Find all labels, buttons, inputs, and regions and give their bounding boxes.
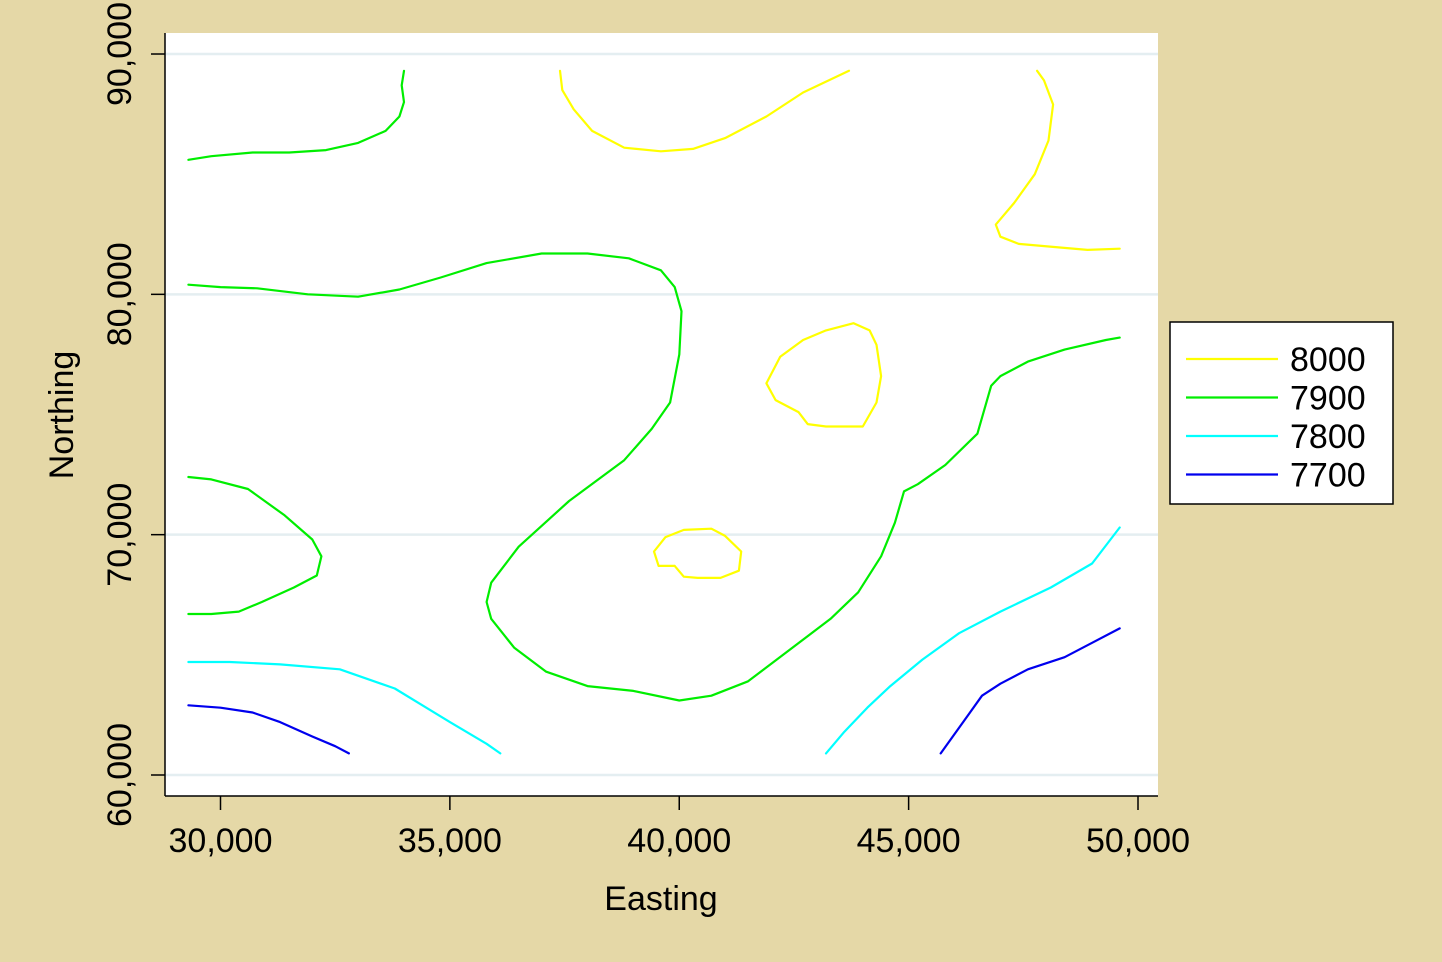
contour-line-7900 bbox=[187, 69, 406, 161]
x-tick-label: 50,000 bbox=[1086, 822, 1190, 860]
y-tick-label: 70,000 bbox=[101, 483, 139, 587]
contour-line-7700 bbox=[187, 704, 350, 755]
contour-line-8000 bbox=[558, 69, 851, 153]
legend-label-8000: 8000 bbox=[1290, 341, 1366, 379]
contour-line-7900 bbox=[187, 475, 323, 616]
x-axis-ticks: 30,000 35,000 40,000 45,000 50,000 bbox=[169, 796, 1190, 860]
contour-line-8000 bbox=[994, 69, 1121, 251]
contour-line-8000 bbox=[765, 322, 883, 428]
legend-label-7700: 7700 bbox=[1290, 457, 1366, 495]
contour-line-7800 bbox=[824, 526, 1121, 755]
contour-line-7700 bbox=[939, 627, 1121, 755]
contour-line-8000 bbox=[652, 527, 743, 580]
x-tick-label: 30,000 bbox=[169, 822, 273, 860]
y-tick-label: 80,000 bbox=[101, 242, 139, 346]
contour-lines bbox=[187, 69, 1121, 755]
legend-label-7800: 7800 bbox=[1290, 418, 1366, 456]
y-tick-label: 90,000 bbox=[101, 2, 139, 106]
contour-line-7900 bbox=[187, 252, 1121, 702]
axes bbox=[164, 33, 1158, 797]
contour-line-7800 bbox=[187, 660, 502, 755]
x-axis-label: Easting bbox=[604, 880, 717, 918]
y-axis-ticks: 60,000 70,000 80,000 90,000 bbox=[101, 2, 165, 827]
y-axis-label: Northing bbox=[43, 351, 81, 480]
legend-label-7900: 7900 bbox=[1290, 380, 1366, 418]
x-tick-label: 40,000 bbox=[627, 822, 731, 860]
y-tick-label: 60,000 bbox=[101, 723, 139, 827]
x-tick-label: 45,000 bbox=[857, 822, 961, 860]
x-tick-label: 35,000 bbox=[398, 822, 502, 860]
